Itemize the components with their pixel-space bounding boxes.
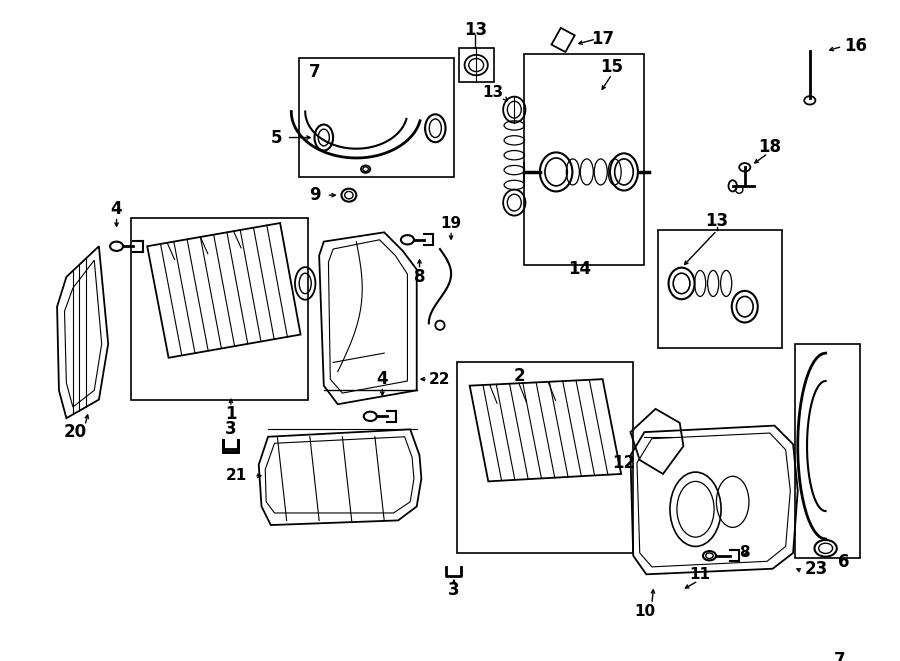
Text: 20: 20	[64, 423, 87, 441]
Text: 2: 2	[513, 368, 525, 385]
Text: 6: 6	[839, 553, 850, 571]
Text: 7: 7	[309, 63, 320, 81]
Text: 5: 5	[271, 128, 282, 147]
Text: 12: 12	[612, 454, 635, 472]
Text: 18: 18	[759, 138, 781, 156]
Bar	[524, 54, 644, 265]
Text: 10: 10	[634, 604, 655, 619]
Text: 19: 19	[440, 215, 462, 231]
Text: 3: 3	[448, 581, 460, 599]
Text: 1: 1	[225, 405, 237, 422]
Text: 16: 16	[844, 38, 868, 56]
Text: 13: 13	[482, 85, 503, 100]
Text: 15: 15	[600, 58, 624, 76]
Text: 8: 8	[739, 545, 750, 561]
Text: 23: 23	[805, 560, 827, 578]
Bar	[299, 58, 454, 176]
Text: 21: 21	[225, 468, 247, 483]
Text: 22: 22	[428, 371, 450, 387]
Text: 11: 11	[689, 567, 711, 582]
Text: 8: 8	[414, 268, 426, 286]
Text: 13: 13	[464, 20, 487, 39]
Text: 9: 9	[310, 186, 321, 204]
Bar	[458, 48, 494, 82]
Text: 4: 4	[376, 370, 388, 388]
Text: 13: 13	[706, 212, 728, 230]
Bar	[456, 362, 634, 553]
Text: 14: 14	[568, 260, 591, 278]
Text: 4: 4	[111, 200, 122, 218]
Bar	[795, 344, 860, 558]
Text: 17: 17	[591, 30, 614, 48]
Bar	[131, 218, 308, 400]
Text: 3: 3	[225, 420, 237, 438]
Bar	[658, 231, 782, 348]
Text: 7: 7	[833, 651, 845, 661]
